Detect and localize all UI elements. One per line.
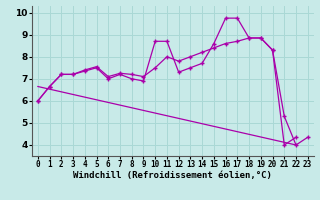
X-axis label: Windchill (Refroidissement éolien,°C): Windchill (Refroidissement éolien,°C) — [73, 171, 272, 180]
